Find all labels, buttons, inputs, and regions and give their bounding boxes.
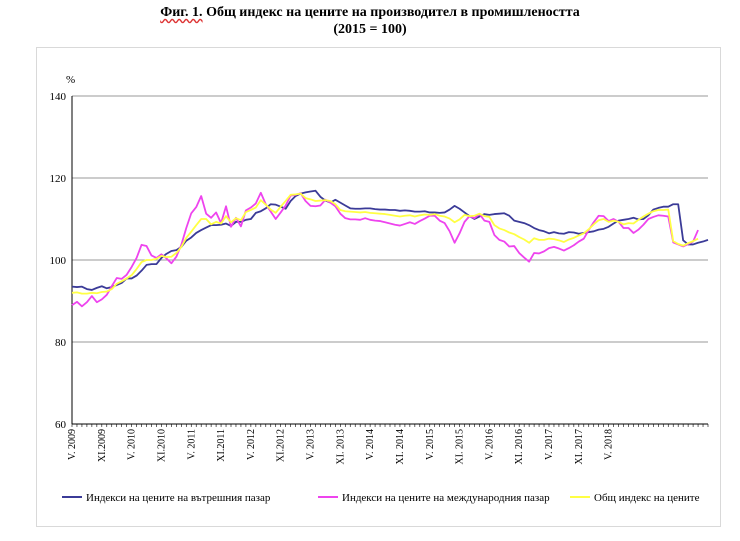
x-tick-label: XI.2011 <box>216 429 227 462</box>
series-line-1 <box>71 189 709 291</box>
x-axis-ticks: V. 2009 XI.2009 V. 2010 XI.2010 V. 2011 XI.20… <box>67 424 709 465</box>
x-tick-label: V. 2013 <box>306 429 317 460</box>
x-tick-label: V. 2016 <box>484 429 495 460</box>
x-tick-label: XI. 2017 <box>574 429 585 465</box>
y-tick-label: 80 <box>55 337 67 349</box>
y-axis-unit-label: % <box>66 74 75 86</box>
x-tick-label: XI. 2015 <box>455 429 466 465</box>
x-tick-label: V. 2012 <box>246 429 257 460</box>
legend-label-1: Индекси на цените на вътрешния пазар <box>86 492 271 504</box>
x-tick-label: XI. 2013 <box>335 429 346 465</box>
x-tick-label: V. 2009 <box>67 429 78 460</box>
y-tick-label: 120 <box>50 173 67 185</box>
series-line-2 <box>71 191 699 308</box>
x-tick-label: V. 2011 <box>186 429 197 460</box>
x-tick-label: XI. 2016 <box>514 429 525 465</box>
x-tick-label: XI.2009 <box>97 429 108 462</box>
legend: Индекси на цените на вътрешния пазар Инде… <box>62 492 700 504</box>
x-tick-label: XI.2010 <box>156 429 167 462</box>
y-tick-label: 140 <box>50 91 67 103</box>
x-tick-label: V. 2018 <box>604 429 615 460</box>
legend-label-2: Индекси на цените на международния пазар <box>342 492 550 504</box>
x-tick-label: V. 2014 <box>365 429 376 460</box>
y-tick-label: 60 <box>55 419 67 431</box>
series-lines <box>71 189 709 308</box>
y-axis-ticks: 60 80 100 120 140 <box>50 91 67 431</box>
x-tick-label: XI. 2014 <box>395 429 406 465</box>
x-tick-label: V. 2017 <box>544 429 555 460</box>
series-line-3 <box>71 192 699 295</box>
y-tick-label: 100 <box>50 255 67 267</box>
legend-label-3: Общ индекс на цените <box>594 492 700 504</box>
figure-label: Фиг. 1. <box>160 5 203 20</box>
x-tick-label: XI.2012 <box>276 429 287 462</box>
chart-frame <box>36 47 721 527</box>
x-tick-label: V. 2010 <box>127 429 138 460</box>
x-tick-label: V. 2015 <box>425 429 436 460</box>
title-text: Общ индекс на цените на производител в п… <box>202 5 580 20</box>
chart-title: Фиг. 1. Общ индекс на цените на производ… <box>0 4 740 38</box>
chart-subtitle: (2015 = 100) <box>333 22 407 37</box>
gridlines <box>72 95 708 343</box>
